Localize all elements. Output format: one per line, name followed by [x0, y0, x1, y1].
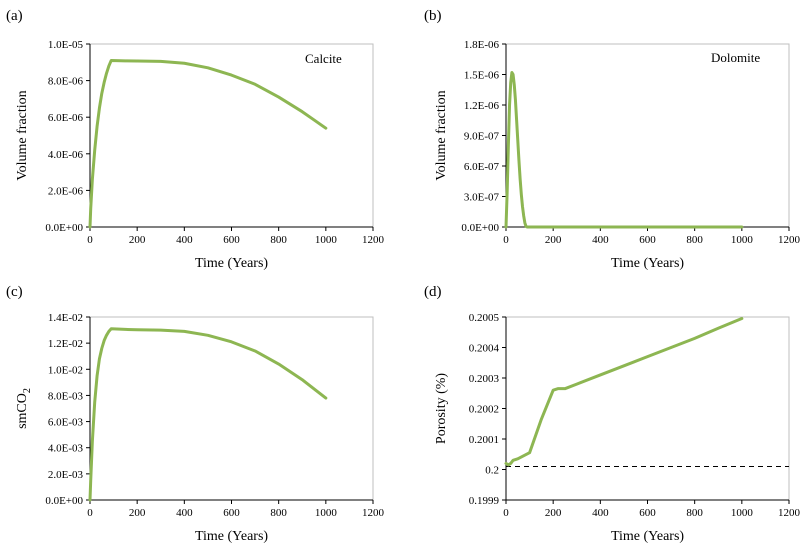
- x-tick-label: 0: [87, 234, 93, 246]
- panel-label: (c): [6, 284, 23, 300]
- y-tick-label: 4.0E-03: [48, 443, 84, 455]
- y-axis-title-subscript: 2: [22, 388, 33, 393]
- series-line: [504, 70, 744, 229]
- x-tick-label: 1000: [731, 507, 754, 519]
- plot-frame: [89, 43, 374, 228]
- x-tick-label: 200: [129, 507, 146, 519]
- plot-frame: [89, 316, 374, 501]
- chart-panel-d: (d) 0 200 400 600 800 1000 1200 0.1999 0.2 0.2001 0…: [424, 284, 801, 544]
- x-axis-title: Time (Years): [611, 529, 684, 544]
- y-axis-title-main: smCO: [15, 393, 30, 429]
- x-tick-label: 600: [223, 234, 240, 246]
- y-tick-label: 0.0E+00: [45, 495, 83, 507]
- x-tick-label: 1200: [362, 507, 385, 519]
- y-tick-label: 0.2005: [469, 312, 500, 324]
- x-tick-label: 200: [129, 234, 146, 246]
- x-axis-title: Time (Years): [611, 256, 684, 271]
- x-tick-label: 1000: [315, 234, 338, 246]
- y-tick-label: 1.5E-06: [464, 70, 500, 82]
- y-tick-label: 8.0E-03: [48, 390, 84, 402]
- x-tick-label: 0: [87, 507, 93, 519]
- series-line: [88, 327, 328, 502]
- x-axis-title: Time (Years): [195, 256, 268, 271]
- y-tick-label: 9.0E-07: [464, 131, 500, 143]
- x-tick-label: 0: [503, 507, 509, 519]
- x-tick-label: 800: [270, 507, 287, 519]
- y-tick-label: 3.0E-07: [464, 192, 500, 204]
- x-tick-label: 1200: [362, 234, 385, 246]
- y-tick-label: 1.0E-05: [48, 39, 84, 51]
- y-tick-label: 8.0E-06: [48, 76, 84, 88]
- y-axis-title: Porosity (%): [434, 373, 449, 445]
- x-tick-label: 0: [503, 234, 509, 246]
- y-tick-label: 2.0E-06: [48, 185, 84, 197]
- chart-panel-c: (c) 0 200 400 600 800 1000 1200 0.0E+00 2.0E-03 4.…: [6, 284, 385, 544]
- x-tick-label: 400: [592, 507, 609, 519]
- x-tick-label: 200: [545, 234, 562, 246]
- y-tick-label: 1.2E-02: [48, 338, 83, 350]
- x-tick-label: 600: [639, 234, 656, 246]
- y-tick-label: 1.2E-06: [464, 100, 500, 112]
- x-tick-label: 600: [639, 507, 656, 519]
- chart-panel-a: (a) 0 200 400 600 800 1000 1200 0.0E+00 2.0E-06 4.…: [6, 8, 385, 271]
- y-tick-label: 0.1999: [469, 495, 500, 507]
- x-tick-label: 800: [686, 234, 703, 246]
- y-tick-label: 1.8E-06: [464, 39, 500, 51]
- y-tick-label: 0.2001: [469, 434, 499, 446]
- series-line: [88, 58, 328, 229]
- y-tick-label: 6.0E-03: [48, 417, 84, 429]
- y-tick-label: 6.0E-07: [464, 161, 500, 173]
- x-tick-label: 600: [223, 507, 240, 519]
- plot-frame: [505, 316, 790, 501]
- chart-panel-b: (b) 0 200 400 600 800 1000 1200 0.0E+00 3.0E-07 6.…: [424, 8, 801, 271]
- y-tick-label: 1.0E-02: [48, 364, 83, 376]
- y-tick-label: 4.0E-06: [48, 149, 84, 161]
- panel-label: (d): [424, 284, 442, 300]
- y-tick-label: 0.2003: [469, 373, 500, 385]
- y-axis-title: Volume fraction: [434, 90, 449, 180]
- y-tick-label: 0.2: [485, 465, 499, 477]
- x-axis-title: Time (Years): [195, 529, 268, 544]
- x-tick-label: 800: [686, 507, 703, 519]
- y-axis-title: Volume fraction: [15, 90, 30, 180]
- y-tick-label: 6.0E-06: [48, 112, 84, 124]
- y-tick-label: 2.0E-03: [48, 469, 84, 481]
- y-axis-title: smCO2: [15, 388, 33, 429]
- x-tick-label: 400: [592, 234, 609, 246]
- x-tick-label: 400: [176, 507, 193, 519]
- y-tick-label: 1.4E-02: [48, 312, 83, 324]
- y-tick-label: 0.2002: [469, 404, 499, 416]
- series-annotation: Calcite: [305, 51, 342, 66]
- y-tick-label: 0.2004: [469, 343, 500, 355]
- x-tick-label: 800: [270, 234, 287, 246]
- x-tick-label: 1000: [731, 234, 754, 246]
- series-annotation: Dolomite: [711, 50, 760, 65]
- y-tick-label: 0.0E+00: [461, 222, 499, 234]
- series-line: [504, 317, 744, 467]
- panel-label: (a): [6, 8, 23, 24]
- x-tick-label: 200: [545, 507, 562, 519]
- panel-label: (b): [424, 8, 442, 24]
- y-tick-label: 0.0E+00: [45, 222, 83, 234]
- x-tick-label: 400: [176, 234, 193, 246]
- x-tick-label: 1000: [315, 507, 338, 519]
- plot-frame: [505, 43, 790, 228]
- x-tick-label: 1200: [778, 507, 801, 519]
- x-tick-label: 1200: [778, 234, 801, 246]
